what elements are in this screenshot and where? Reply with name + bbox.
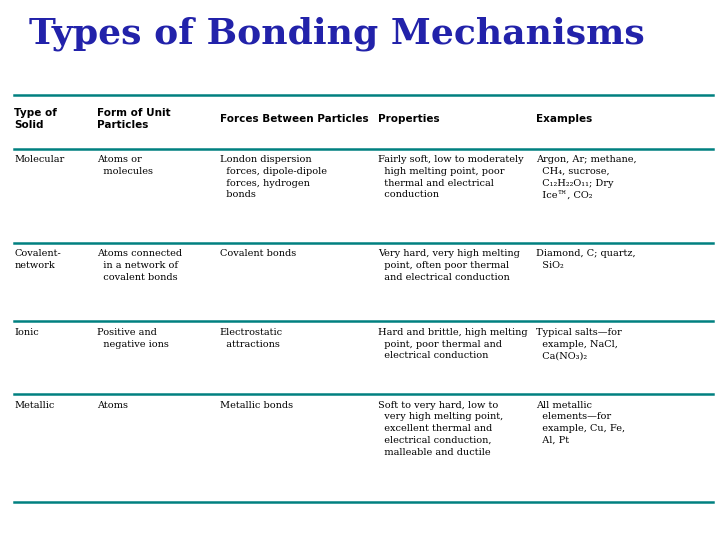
Text: Atoms or
  molecules: Atoms or molecules <box>97 155 153 176</box>
Text: Form of Unit
Particles: Form of Unit Particles <box>97 107 171 130</box>
Text: Ionic: Ionic <box>14 328 39 337</box>
Text: Forces Between Particles: Forces Between Particles <box>220 114 368 124</box>
Text: Metallic bonds: Metallic bonds <box>220 401 293 410</box>
Text: Types of Bonding Mechanisms: Types of Bonding Mechanisms <box>29 16 644 51</box>
Text: Type of
Solid: Type of Solid <box>14 107 58 130</box>
Text: Very hard, very high melting
  point, often poor thermal
  and electrical conduc: Very hard, very high melting point, ofte… <box>378 249 520 282</box>
Text: Metallic: Metallic <box>14 401 55 410</box>
Text: Covalent bonds: Covalent bonds <box>220 249 296 259</box>
Text: Examples: Examples <box>536 114 593 124</box>
Text: Molecular: Molecular <box>14 155 65 164</box>
Text: Argon, Ar; methane,
  CH₄, sucrose,
  C₁₂H₂₂O₁₁; Dry
  Ice™, CO₂: Argon, Ar; methane, CH₄, sucrose, C₁₂H₂₂… <box>536 155 637 199</box>
Text: Properties: Properties <box>378 114 440 124</box>
Text: London dispersion
  forces, dipole-dipole
  forces, hydrogen
  bonds: London dispersion forces, dipole-dipole … <box>220 155 327 199</box>
Text: Positive and
  negative ions: Positive and negative ions <box>97 328 169 349</box>
Text: Atoms connected
  in a network of
  covalent bonds: Atoms connected in a network of covalent… <box>97 249 182 282</box>
Text: Covalent-
network: Covalent- network <box>14 249 61 271</box>
Text: Atoms: Atoms <box>97 401 128 410</box>
Text: Soft to very hard, low to
  very high melting point,
  excellent thermal and
  e: Soft to very hard, low to very high melt… <box>378 401 503 457</box>
Text: Electrostatic
  attractions: Electrostatic attractions <box>220 328 283 349</box>
Text: Typical salts—for
  example, NaCl,
  Ca(NO₃)₂: Typical salts—for example, NaCl, Ca(NO₃)… <box>536 328 622 360</box>
Text: Fairly soft, low to moderately
  high melting point, poor
  thermal and electric: Fairly soft, low to moderately high melt… <box>378 155 523 199</box>
Text: All metallic
  elements—for
  example, Cu, Fe,
  Al, Pt: All metallic elements—for example, Cu, F… <box>536 401 626 445</box>
Text: Diamond, C; quartz,
  SiO₂: Diamond, C; quartz, SiO₂ <box>536 249 636 271</box>
Text: Hard and brittle, high melting
  point, poor thermal and
  electrical conduction: Hard and brittle, high melting point, po… <box>378 328 528 360</box>
